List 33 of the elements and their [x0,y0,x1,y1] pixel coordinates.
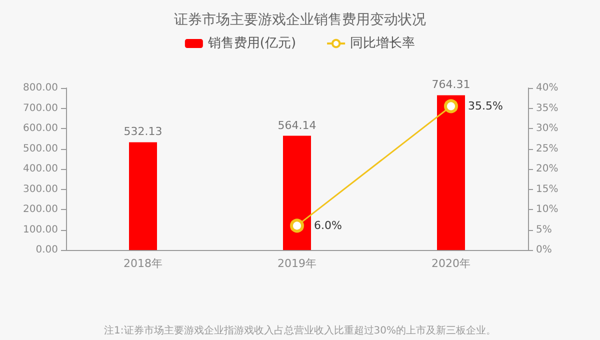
y2-tick-label: 5% [536,224,552,236]
y2-tick-label: 35% [536,102,558,114]
y-tick-label: 700.00 [23,102,58,114]
data-label: 764.31 [432,78,470,92]
legend-label: 同比增长率 [350,35,416,51]
bar [129,142,157,250]
y2-tick-label: 15% [536,184,558,195]
x-tick-label: 2020年 [432,257,470,270]
data-label: 35.5% [468,100,503,113]
y-tick-label: 500.00 [23,143,58,154]
bar [437,95,465,250]
y2-tick-label: 0% [536,244,552,256]
y-tick-label: 800.00 [23,82,58,94]
y-tick-label: 300.00 [23,184,58,195]
legend-label: 销售费用(亿元) [206,36,296,51]
bar [283,136,311,250]
y-tick-label: 0.00 [36,244,58,256]
data-label: 6.0% [314,219,342,232]
text: 注1:证券市场主要游戏企业指游戏收入占总营业收入比重超过30%的上市及新三板企业。 [104,324,496,336]
y-tick-label: 400.00 [23,164,58,174]
y-tick-label: 600.00 [23,123,58,134]
chart-title: 证券市场主要游戏企业销售费用变动状况 [174,12,426,28]
data-label: 532.13 [124,125,162,138]
y2-tick-label: 30% [536,123,558,134]
y2-tick-label: 10% [536,204,558,215]
x-tick-label: 2018年 [124,257,162,270]
y-tick-label: 100.00 [23,224,58,236]
y2-tick-label: 40% [536,82,558,94]
y-tick-label: 200.00 [23,204,58,215]
y2-tick-label: 20% [536,164,558,174]
x-tick-label: 2019年 [278,257,316,270]
y2-tick-label: 25% [536,143,558,154]
data-label: 564.14 [278,118,316,132]
